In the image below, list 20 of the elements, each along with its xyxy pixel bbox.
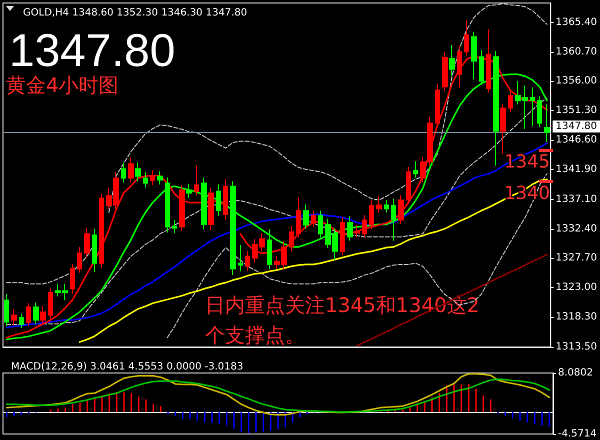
y-tick-label: 8.0802	[558, 368, 593, 378]
ref-line-label: 1345	[504, 151, 550, 172]
y-tick-label: 1341.90	[556, 164, 598, 175]
y-tick-label: 1360.70	[556, 46, 598, 58]
y-tick-label: 1346.60	[556, 134, 598, 146]
y-tick-label: -4.5714	[558, 428, 597, 440]
y-tick-label: 1332.40	[556, 223, 598, 234]
y-tick-label: 1356.00	[556, 76, 598, 87]
y-tick-label: 1323.00	[556, 282, 598, 294]
chart-title: GOLD,H4 1348.60 1352.30 1346.30 1347.80	[23, 8, 248, 18]
text: 1347.80	[9, 24, 176, 76]
chart-title: MACD(12,26,9) 3.0461 4.5553 0.0000 -3.0183	[11, 362, 244, 372]
ref-line-label: 1347.80	[556, 120, 598, 132]
y-tick-label: 1318.30	[556, 311, 598, 322]
annotation: 黄金4小时图	[6, 73, 119, 97]
y-tick-label: 1365.40	[556, 16, 598, 28]
y-tick-label: 1337.10	[556, 194, 598, 205]
y-tick-label: 1351.30	[556, 105, 598, 116]
y-tick-label: 1313.50	[556, 342, 598, 352]
y-tick-label: 1327.70	[556, 252, 598, 264]
